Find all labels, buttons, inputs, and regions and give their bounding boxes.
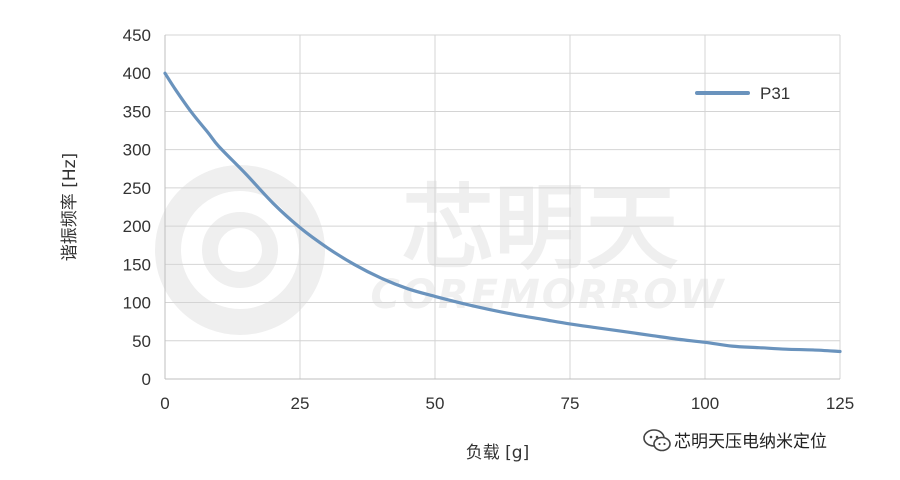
wechat-icon (643, 429, 671, 452)
footer-account-name: 芯明天压电纳米定位 (674, 432, 827, 452)
watermark-logo-icon (155, 165, 325, 335)
x-tick-label: 75 (561, 394, 580, 413)
y-tick-label: 250 (123, 179, 151, 198)
y-tick-label: 150 (123, 255, 151, 274)
y-tick-label: 450 (123, 26, 151, 45)
y-axis-title: 谐振频率 [Hz] (60, 153, 80, 261)
x-tick-label: 100 (691, 394, 719, 413)
x-tick-label: 50 (426, 394, 445, 413)
y-tick-label: 100 (123, 294, 151, 313)
y-tick-label: 350 (123, 102, 151, 121)
watermark-chinese: 芯明天 (402, 175, 678, 282)
y-tick-label: 0 (142, 370, 151, 389)
x-axis-title: 负载 [g] (466, 443, 529, 463)
y-tick-label: 50 (132, 332, 151, 351)
series-line-p31 (163, 71, 842, 354)
x-tick-label: 25 (291, 394, 310, 413)
footer-account: 芯明天压电纳米定位 (643, 429, 827, 452)
y-tick-label: 300 (123, 141, 151, 160)
x-tick-label: 125 (826, 394, 854, 413)
y-tick-label: 400 (123, 64, 151, 83)
x-tick-label: 0 (160, 394, 169, 413)
legend: P31 (695, 84, 790, 103)
legend-label-p31: P31 (760, 84, 790, 103)
y-tick-label: 200 (123, 217, 151, 236)
